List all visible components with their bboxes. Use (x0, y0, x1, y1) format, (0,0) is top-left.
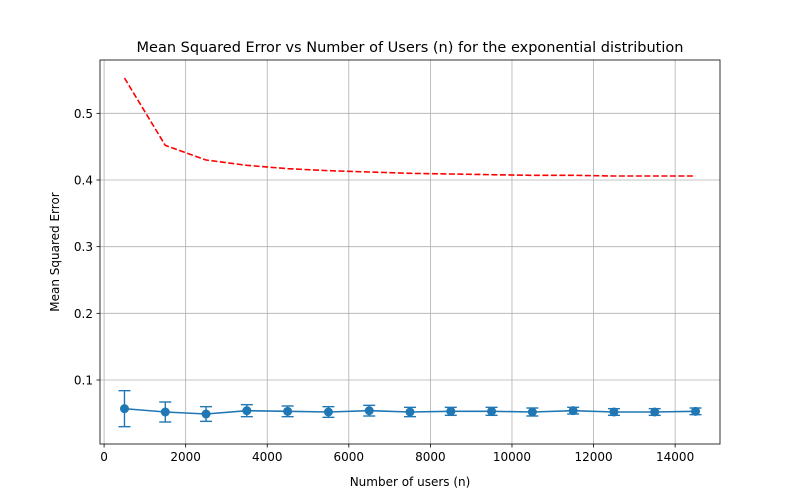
y-axis-label: Mean Squared Error (48, 192, 62, 312)
data-point (527, 407, 537, 417)
x-tick-label: 10000 (493, 450, 531, 464)
x-axis-label: Number of users (n) (350, 475, 471, 489)
data-point (650, 407, 660, 417)
plot-frame (99, 59, 721, 445)
y-tick-label: 0.1 (74, 374, 93, 388)
x-tick-label: 0 (100, 450, 108, 464)
data-point (691, 406, 701, 416)
y-tick-label: 0.3 (74, 240, 93, 254)
x-tick-label: 8000 (415, 450, 446, 464)
x-tick-label: 4000 (252, 450, 283, 464)
data-point (364, 406, 374, 416)
ticks: 0 2000 4000 6000 8000 10000 12000 14000 0.1 0.2 0.… (74, 107, 694, 464)
x-tick-label: 12000 (574, 450, 612, 464)
x-tick-label: 2000 (170, 450, 201, 464)
grid (100, 60, 720, 444)
data-point (568, 406, 578, 416)
data-point (283, 406, 293, 416)
x-tick-label: 14000 (656, 450, 694, 464)
data-point (160, 407, 170, 417)
x-tick-label: 6000 (334, 450, 365, 464)
data-point (119, 404, 129, 414)
data-point (323, 407, 333, 417)
data-point (405, 407, 415, 417)
data-point (487, 406, 497, 416)
y-tick-label: 0.5 (74, 107, 93, 121)
series-layer (118, 77, 702, 428)
data-point (609, 407, 619, 417)
y-tick-label: 0.2 (74, 307, 93, 321)
chart-title: Mean Squared Error vs Number of Users (n… (137, 40, 684, 56)
y-tick-label: 0.4 (74, 174, 93, 188)
data-point (446, 406, 456, 416)
series-0-line (123, 77, 696, 177)
data-point (201, 409, 211, 419)
data-point (242, 406, 252, 416)
